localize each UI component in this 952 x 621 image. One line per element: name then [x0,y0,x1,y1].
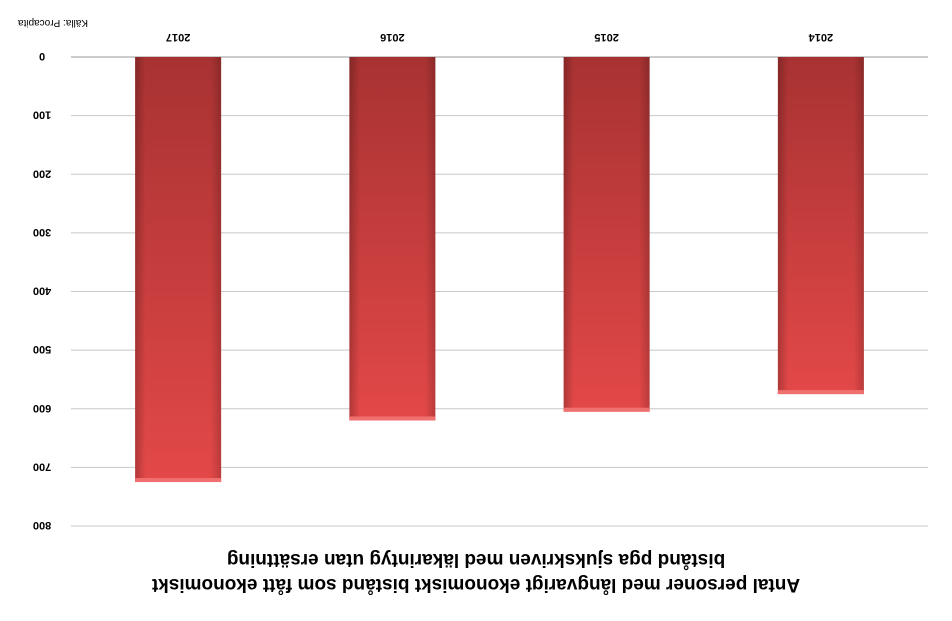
bar-cap [563,407,650,412]
y-tick-label: 600 [33,402,51,414]
y-tick-label: 500 [33,343,51,355]
bar-shading [563,57,650,412]
y-tick-label: 100 [33,109,51,121]
chart-title-line-1: Antal personer med långvarigt ekonomiskt… [151,574,800,595]
source-note: Källa: Procapita [18,17,88,28]
y-axis-tick-labels: 0 100 200 300 400 500 600 700 800 [33,50,51,531]
bar-cap [349,416,436,421]
y-tick-label: 0 [39,50,45,62]
x-tick-label: 2015 [594,31,618,43]
bar-cap [135,478,222,483]
bar-shading [349,57,436,421]
bar-cap [777,390,864,395]
y-tick-label: 800 [33,519,51,531]
x-tick-label: 2014 [808,31,833,43]
x-tick-label: 2017 [166,31,190,43]
y-tick-label: 700 [33,460,51,472]
x-axis-tick-labels: 2014 2015 2016 2017 [166,31,833,43]
x-tick-label: 2016 [380,31,404,43]
chart-title-line-2: bistånd pga sjukskriven med läkarintyg u… [227,549,725,570]
y-tick-label: 400 [33,285,51,297]
bar-shading [777,57,864,395]
bars [135,57,864,483]
y-tick-label: 300 [33,226,51,238]
y-tick-label: 200 [33,167,51,179]
bar-shading [135,57,222,483]
